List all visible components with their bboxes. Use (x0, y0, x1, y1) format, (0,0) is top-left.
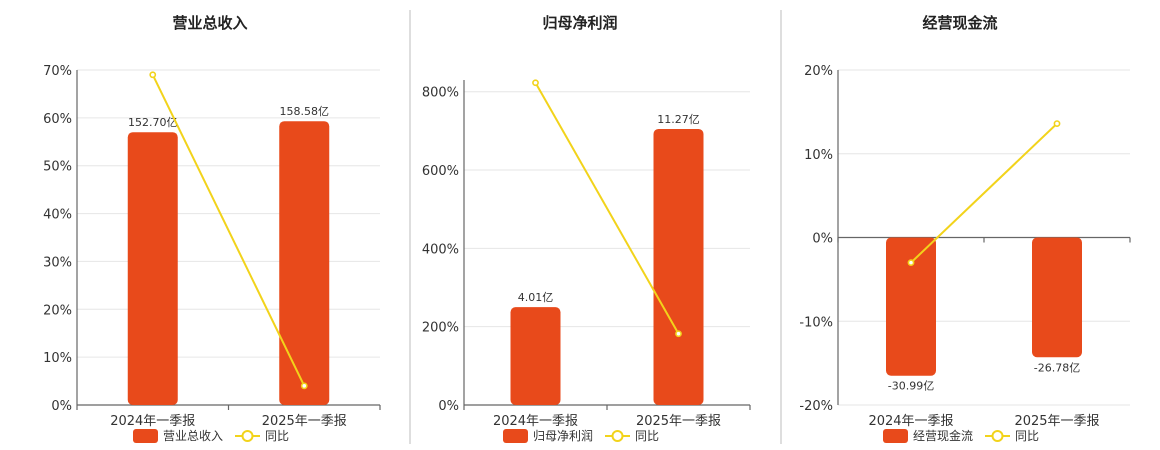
chart-2-bar (653, 128, 704, 405)
chart-3-legend-bar-swatch (883, 429, 908, 443)
chart-2-legend-line-marker (611, 430, 624, 442)
chart-1-y-tick-label: 20% (43, 303, 72, 318)
chart-2-yoy-point (675, 330, 682, 338)
chart-1-x-tick-label: 2025年一季报 (262, 414, 347, 429)
chart-3-yoy-line (910, 122, 1058, 264)
chart-3-y-tick-label: -20% (799, 399, 833, 414)
chart-2-y-tick-label: 400% (422, 242, 459, 257)
chart-1-yoy-point (149, 71, 157, 79)
chart-2-bar (510, 307, 561, 405)
chart-3-x-tick-label: 2025年一季报 (1014, 414, 1099, 429)
chart-1-legend-bar-label: 营业总收入 (163, 429, 223, 443)
chart-1-bar-data-label: 158.58亿 (280, 105, 330, 118)
chart-1-y-tick-label: 0% (51, 399, 72, 414)
chart-1-yoy-point (300, 382, 308, 390)
chart-1-bar-data-label: 152.70亿 (128, 116, 178, 129)
chart-1-bar (127, 132, 178, 405)
chart-3-y-tick-label: -10% (799, 315, 833, 330)
chart-1-x-tick-label: 2024年一季报 (110, 414, 195, 429)
chart-3-yoy-point (1053, 120, 1061, 127)
chart-1-bar (279, 121, 330, 405)
chart-2-title: 归母净利润 (542, 14, 617, 32)
chart-2-legend-bar-label: 归母净利润 (533, 429, 593, 443)
chart-1-y-tick-label: 60% (43, 112, 72, 127)
chart-1-title: 营业总收入 (172, 14, 247, 32)
chart-2-legend-line-label: 同比 (635, 429, 659, 443)
chart-2-yoy-line (534, 82, 680, 335)
chart-1-y-tick-label: 10% (43, 351, 72, 366)
chart-3-y-tick-label: 0% (812, 232, 833, 247)
chart-2-y-tick-label: 0% (438, 399, 459, 414)
chart-1-legend-bar-swatch (133, 429, 158, 443)
chart-2-y-tick-label: 800% (422, 86, 459, 101)
chart-1-legend-line-label: 同比 (265, 429, 289, 443)
chart-1-y-tick-label: 50% (43, 160, 72, 175)
chart-2-yoy-point (532, 79, 539, 87)
chart-1-y-tick-label: 70% (43, 64, 72, 79)
chart-3-x-tick-label: 2024年一季报 (868, 414, 953, 429)
chart-3-bar-data-label: -26.78亿 (1034, 361, 1080, 374)
chart-3-bar (1032, 237, 1082, 358)
chart-2-y-tick-label: 200% (422, 321, 459, 336)
chart-3-legend-line-marker (991, 430, 1004, 442)
chart-2-y-tick-label: 600% (422, 164, 459, 179)
chart-1-legend-line-marker (241, 430, 254, 442)
chart-1-y-tick-label: 30% (43, 255, 72, 270)
chart-1-y-tick-label: 40% (43, 208, 72, 223)
chart-2-legend-bar-swatch (503, 429, 528, 443)
chart-3-yoy-point (907, 259, 915, 267)
chart-3-bar (886, 237, 936, 376)
chart-2-x-tick-label: 2025年一季报 (636, 414, 721, 429)
chart-3-title: 经营现金流 (922, 14, 997, 32)
chart-2-x-tick-label: 2024年一季报 (493, 414, 578, 429)
chart-3-y-tick-label: 10% (804, 148, 833, 163)
chart-3-legend-bar-label: 经营现金流 (913, 428, 973, 443)
chart-2-bar-data-label: 11.27亿 (657, 113, 700, 126)
chart-1-yoy-line (151, 74, 306, 387)
chart-3-legend-line-label: 同比 (1015, 429, 1039, 443)
chart-2-bar-data-label: 4.01亿 (518, 291, 554, 304)
chart-3-bar-data-label: -30.99亿 (888, 380, 934, 393)
chart-3-y-tick-label: 20% (804, 64, 833, 79)
